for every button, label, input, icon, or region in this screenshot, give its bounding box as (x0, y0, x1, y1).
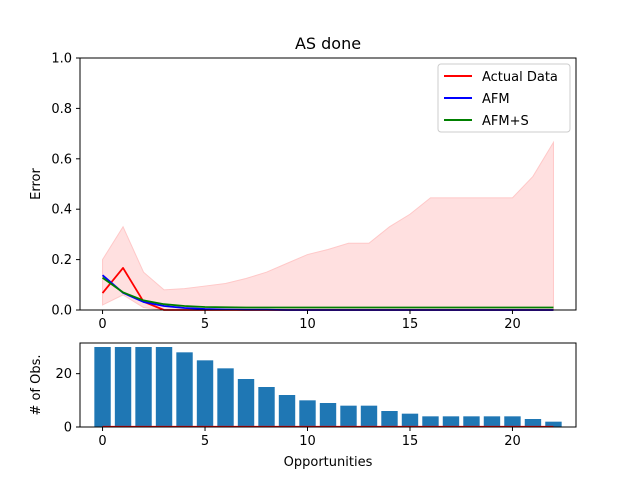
error-band (102, 140, 554, 311)
y-ticks: 0 20 (55, 367, 80, 436)
y-tick-label: 0.2 (51, 253, 72, 268)
obs-bar (94, 347, 111, 427)
obs-bar (401, 413, 419, 427)
y-tick-label: 1.0 (51, 52, 72, 67)
plot-frame (79, 342, 577, 428)
chart-title: AS done (295, 34, 361, 53)
obs-bar (360, 405, 378, 427)
error-band-layer (102, 140, 554, 311)
obs-bar (442, 416, 460, 427)
x-tick-label: 0 (98, 434, 106, 449)
obs-bar (422, 416, 439, 427)
x-tick-label: 10 (299, 317, 316, 332)
obs-bar (114, 347, 132, 427)
legend-box (437, 63, 571, 133)
obs-bar (463, 416, 480, 427)
x-tick-label: 20 (504, 317, 521, 332)
obs-bar (340, 405, 357, 427)
legend-label: AFM+S (482, 114, 529, 129)
series-line-afm-s (102, 277, 554, 309)
x-tick-label: 5 (201, 434, 209, 449)
y-axis-label: Error (29, 168, 44, 200)
y-ticks: 0.0 0.2 0.4 0.6 0.8 1.0 (51, 52, 80, 319)
x-tick-label: 20 (504, 434, 521, 449)
y-tick-label: 0 (64, 421, 72, 436)
obs-bar (483, 416, 501, 427)
obs-bar (176, 352, 193, 427)
obs-bar (299, 400, 316, 427)
obs-bar (524, 419, 542, 427)
obs-bar (319, 403, 337, 427)
x-axis-label: Opportunities (284, 455, 373, 470)
y-tick-label: 0.4 (51, 203, 72, 218)
x-tick-label: 0 (98, 317, 106, 332)
obs-bar (504, 416, 521, 427)
x-tick-label: 10 (299, 434, 316, 449)
x-tick-label: 15 (402, 317, 419, 332)
y-tick-label: 0.0 (51, 304, 72, 319)
x-tick-label: 15 (402, 434, 419, 449)
obs-bar (545, 421, 562, 427)
legend-label: AFM (482, 92, 510, 107)
obs-bar (196, 360, 214, 427)
plot-frame (79, 57, 577, 311)
obs-bar (258, 387, 275, 427)
legend-label: Actual Data (482, 70, 558, 85)
bars-layer (94, 347, 562, 428)
y-tick-label: 20 (55, 367, 72, 382)
y-axis-label: # of Obs. (29, 354, 44, 415)
legend: Actual Data AFM AFM+S (437, 63, 571, 133)
obs-bar (278, 395, 296, 427)
obs-bar (135, 347, 152, 427)
obs-bar (237, 379, 255, 427)
y-tick-label: 0.8 (51, 102, 72, 117)
error-plot: AS done 0 5 10 15 20 0.0 0.2 0.4 0.6 0.8 1.0 Erro… (29, 34, 577, 332)
obs-bar (155, 347, 173, 427)
obs-bar (381, 411, 398, 427)
x-tick-label: 5 (201, 317, 209, 332)
obs-bar (217, 368, 234, 427)
y-tick-label: 0.6 (51, 152, 72, 167)
observations-plot: 0 5 10 15 20 0 20 Opportunities # of Obs. (29, 342, 577, 470)
x-ticks: 0 5 10 15 20 (98, 427, 521, 449)
x-ticks: 0 5 10 15 20 (98, 310, 521, 332)
